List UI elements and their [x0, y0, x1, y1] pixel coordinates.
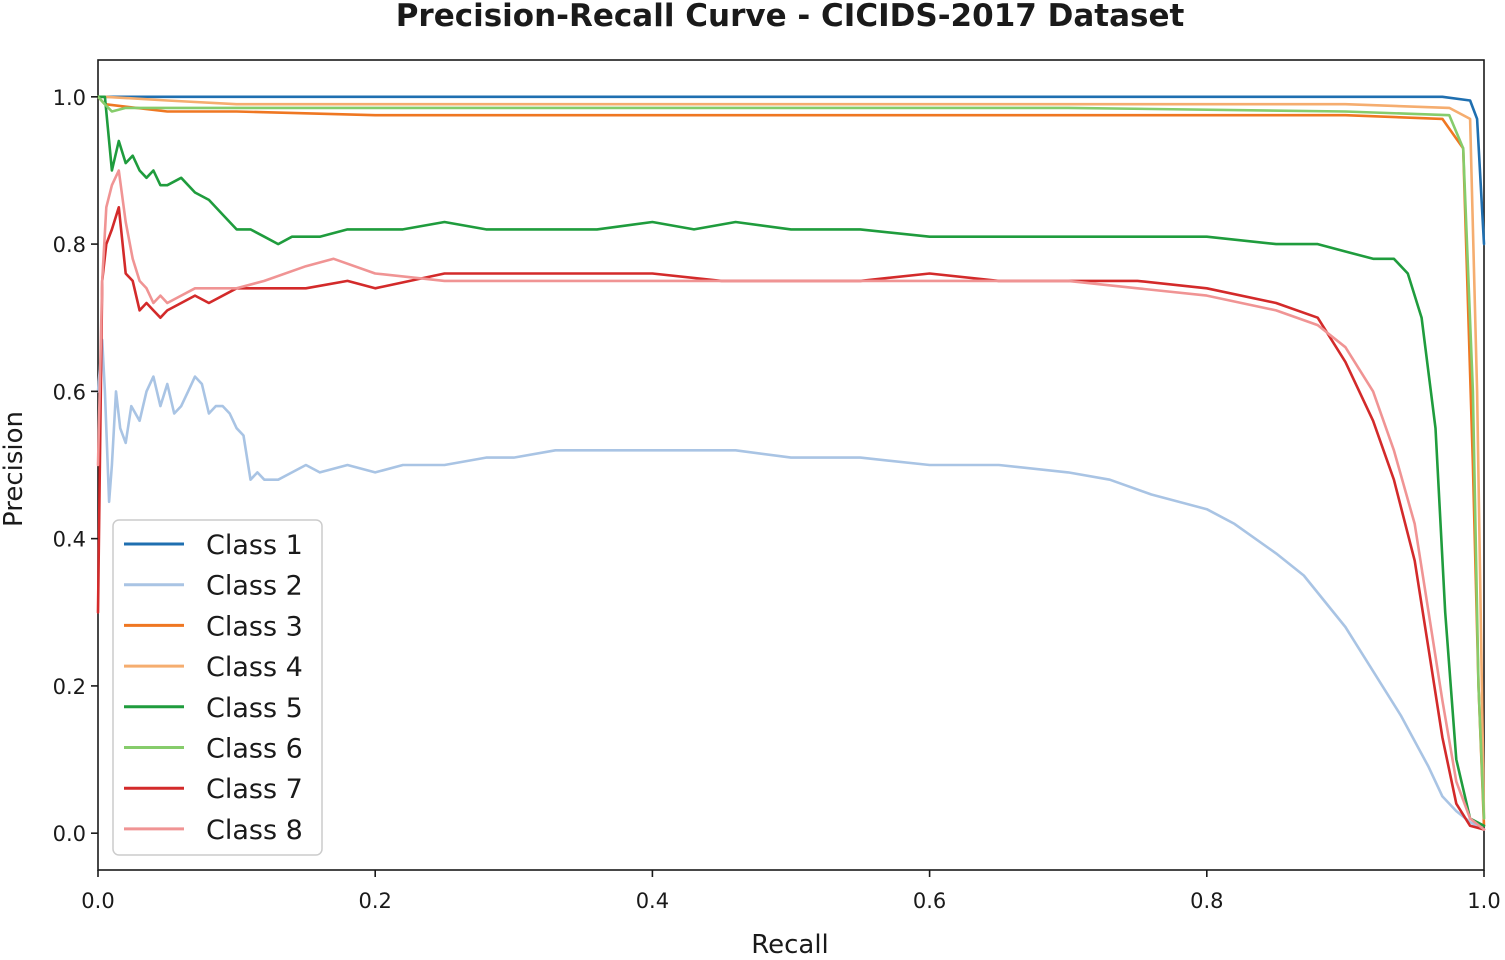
x-tick-label: 0.0: [81, 889, 114, 913]
legend-label-class-6: Class 6: [206, 734, 303, 765]
y-tick-label: 1.0: [53, 86, 86, 110]
legend-label-class-2: Class 2: [206, 571, 303, 602]
y-tick-label: 0.8: [53, 233, 86, 257]
legend-label-class-8: Class 8: [206, 815, 303, 846]
x-axis: 0.0 0.2 0.4 0.6 0.8 1.0: [81, 870, 1501, 913]
x-tick-label: 0.8: [1190, 889, 1223, 913]
series-line-class-4: [96, 95, 1486, 820]
series-line-class-1: [96, 95, 1486, 246]
series-line-class-5: [96, 95, 1486, 828]
legend-label-class-4: Class 4: [206, 652, 303, 683]
y-axis: 0.0 0.2 0.4 0.6 0.8 1.0: [53, 86, 98, 846]
y-tick-label: 0.0: [53, 822, 86, 846]
plot-area: [96, 59, 1486, 871]
x-tick-label: 0.6: [913, 889, 946, 913]
x-axis-label: Recall: [751, 930, 829, 960]
legend-frame: [112, 519, 323, 856]
series-line-class-7: [96, 206, 1486, 831]
legend-label-class-5: Class 5: [206, 693, 303, 724]
series-layer: [96, 95, 1486, 831]
legend-items: Class 1 Class 2 Class 3 Class 4 Class 5 Class…: [124, 530, 303, 846]
legend-label-class-7: Class 7: [206, 774, 303, 805]
legend-label-class-1: Class 1: [206, 530, 303, 561]
y-tick-label: 0.6: [53, 380, 86, 404]
x-tick-label: 0.4: [636, 889, 669, 913]
legend: Class 1 Class 2 Class 3 Class 4 Class 5 Class…: [112, 519, 323, 856]
y-tick-label: 0.2: [53, 675, 86, 699]
series-line-class-6: [96, 95, 1486, 820]
y-tick-label: 0.4: [53, 528, 86, 552]
series-line-class-2: [96, 338, 1486, 831]
series-line-class-8: [96, 169, 1486, 831]
x-tick-label: 1.0: [1467, 889, 1500, 913]
chart-title: Precision-Recall Curve - CICIDS-2017 Dat…: [396, 0, 1185, 34]
y-axis-label: Precision: [0, 411, 29, 527]
x-tick-label: 0.2: [358, 889, 391, 913]
series-line-class-3: [96, 95, 1486, 828]
legend-label-class-3: Class 3: [206, 611, 303, 642]
